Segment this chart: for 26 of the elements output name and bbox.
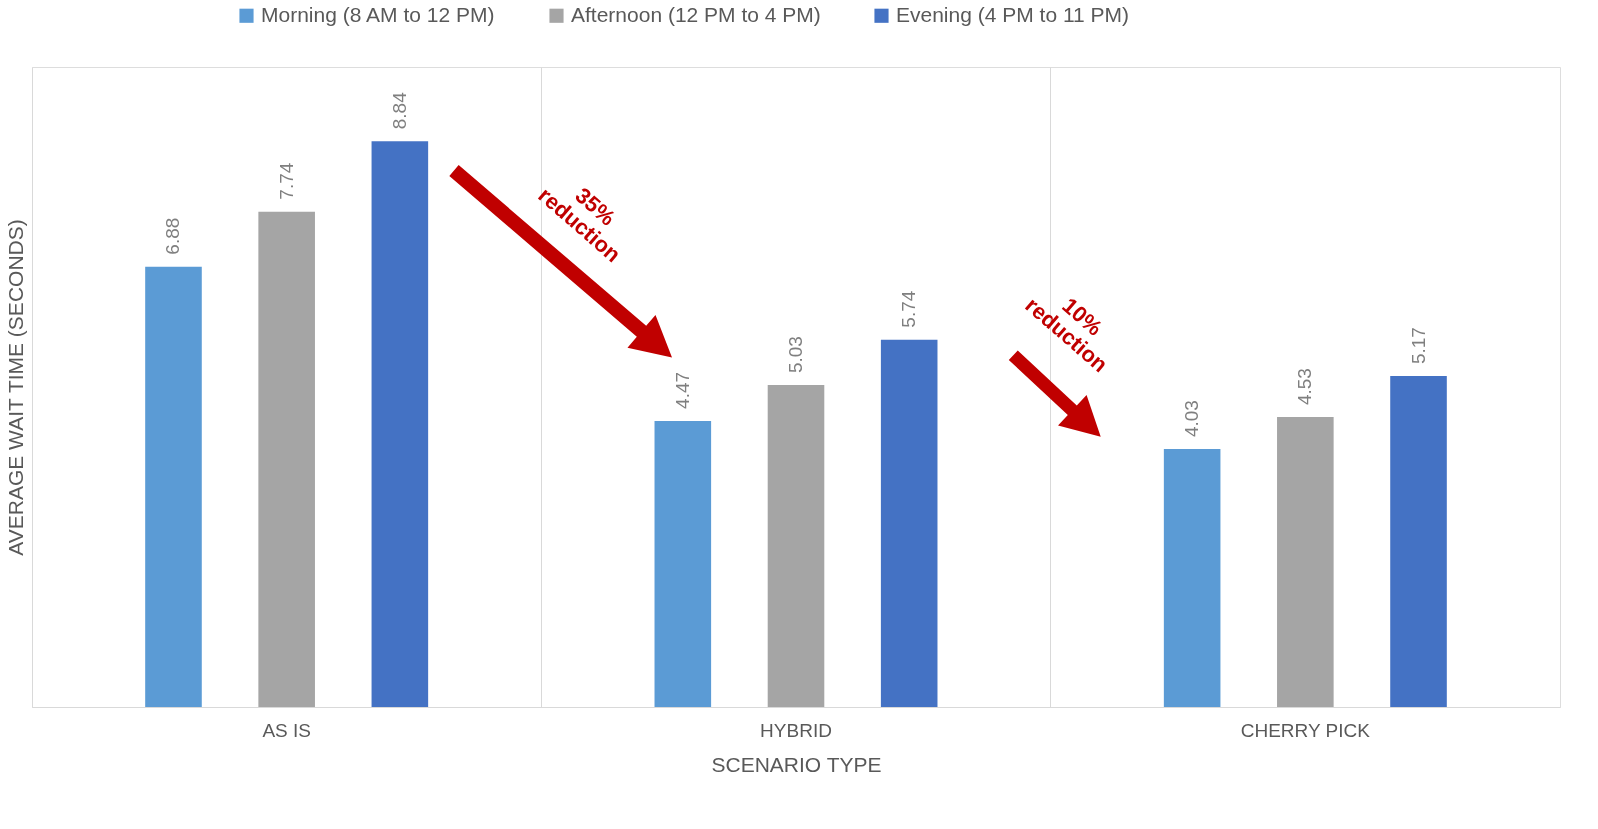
bar — [880, 339, 938, 707]
legend-label: Evening (4 PM to 11 PM) — [896, 2, 1130, 26]
data-label: 4.03 — [1181, 400, 1203, 438]
y-axis-title: AVERAGE WAIT TIME (SECONDS) — [3, 219, 27, 556]
x-tick-label: CHERRY PICK — [1240, 719, 1371, 741]
legend-label: Afternoon (12 PM to 4 PM) — [571, 2, 821, 26]
bar — [1390, 376, 1447, 707]
x-tick-label: AS IS — [262, 719, 311, 741]
bar — [1277, 417, 1334, 707]
bar — [767, 385, 825, 707]
x-tick-label: HYBRID — [760, 719, 832, 741]
data-label: 8.84 — [388, 91, 410, 130]
legend-label: Morning (8 AM to 12 PM) — [261, 2, 495, 26]
data-label: 5.03 — [785, 336, 806, 374]
data-label: 5.74 — [898, 290, 920, 328]
data-label: 7.74 — [275, 162, 297, 200]
bar — [145, 266, 202, 707]
data-label: 5.17 — [1407, 327, 1429, 365]
bar — [654, 420, 712, 707]
data-label: 4.47 — [671, 371, 693, 409]
x-axis-title: SCENARIO TYPE — [711, 752, 882, 776]
bar — [371, 141, 429, 707]
bar — [1163, 449, 1221, 707]
data-label: 6.88 — [162, 217, 184, 255]
bar — [258, 211, 315, 707]
data-label: 4.53 — [1294, 368, 1316, 406]
